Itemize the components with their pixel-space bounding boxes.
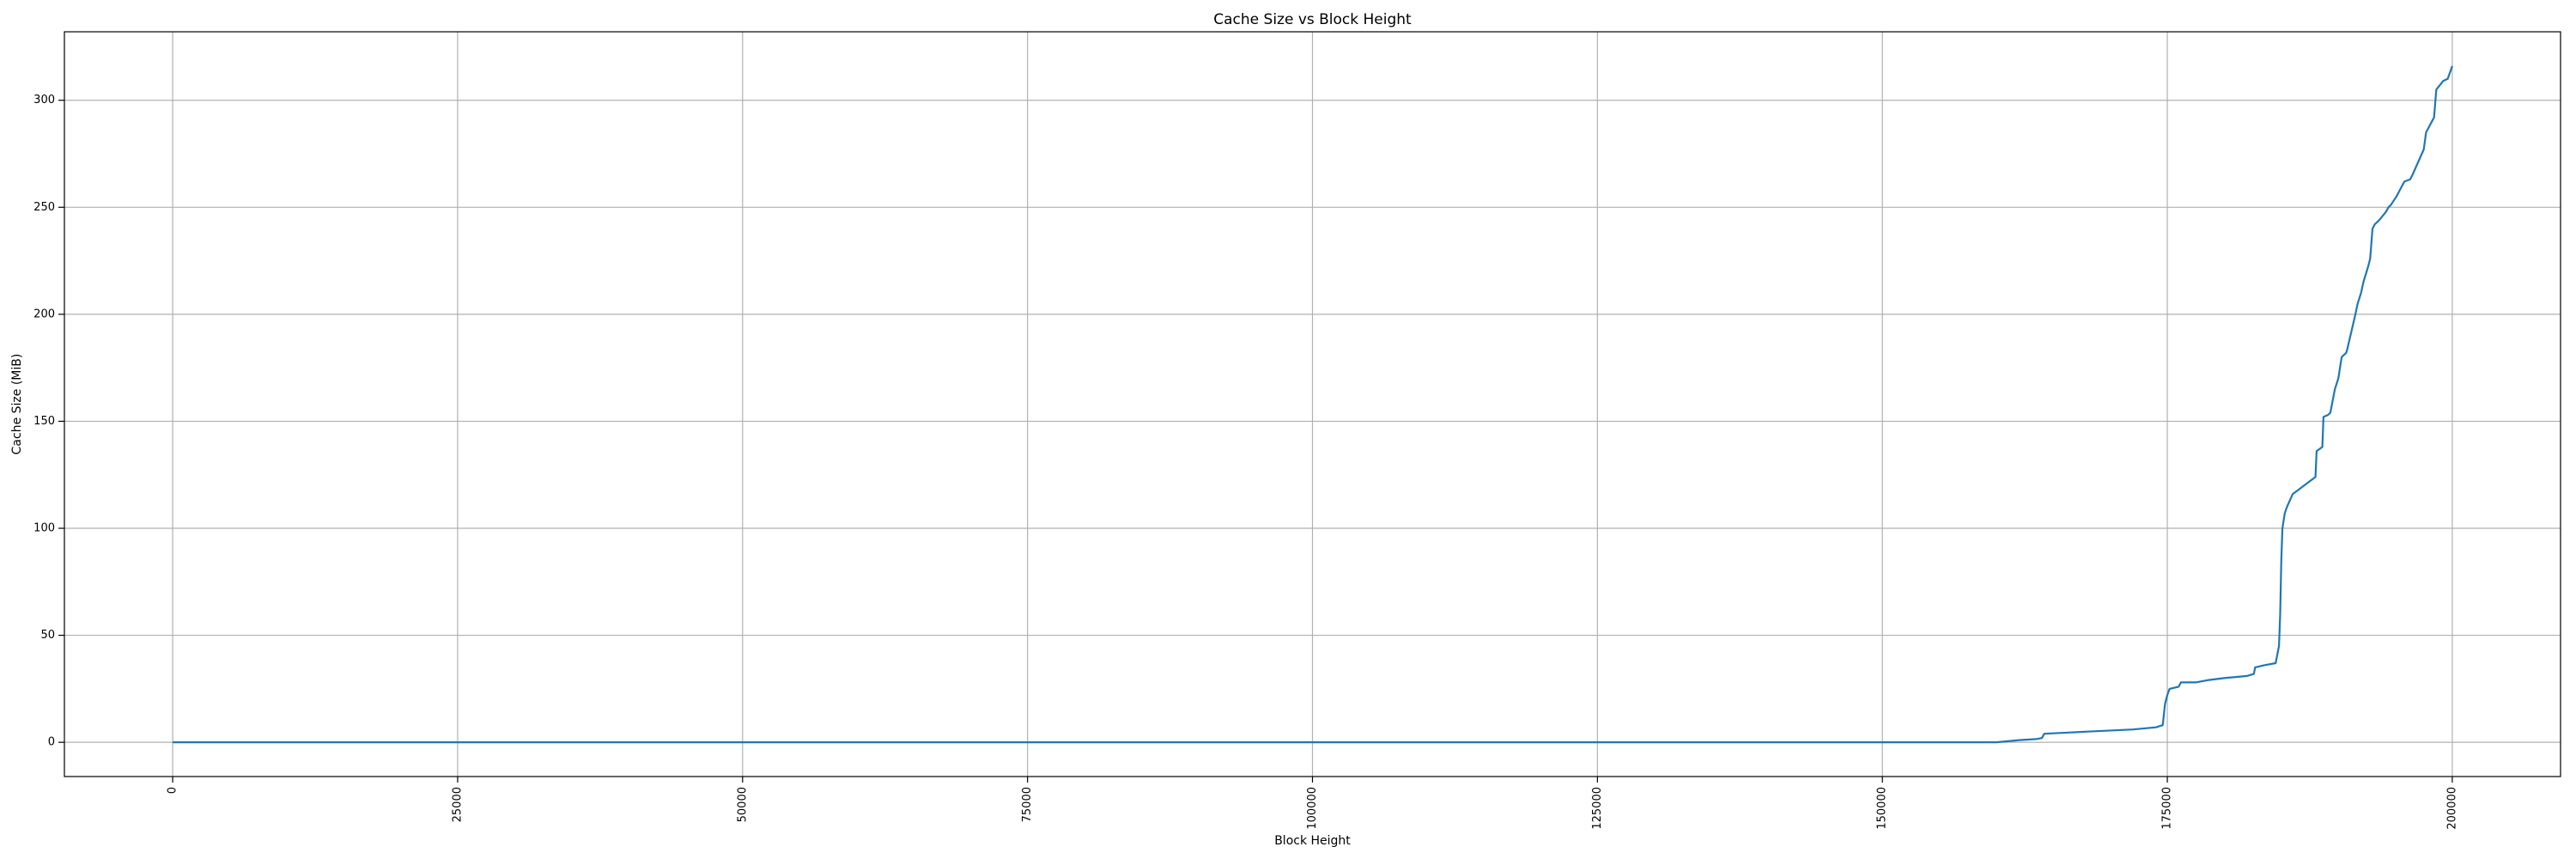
- x-tick-label: 75000: [1021, 787, 1034, 822]
- grid: [64, 32, 2561, 777]
- data-series-line: [173, 65, 2453, 744]
- x-tick-label: 200000: [2445, 787, 2458, 830]
- y-tick-label: 150: [33, 415, 55, 428]
- x-tick-label: 150000: [1876, 787, 1889, 830]
- y-axis: 0 50 100 150 200 250 300: [33, 94, 64, 749]
- y-tick-label: 50: [40, 629, 55, 642]
- y-tick-label: 100: [33, 522, 55, 535]
- x-tick-label: 0: [167, 787, 179, 794]
- x-axis: 0 25000 50000 75000 100000 125000 150000 175000…: [167, 777, 2458, 830]
- y-tick-label: 300: [33, 94, 55, 107]
- y-tick-label: 250: [33, 201, 55, 214]
- chart-title: Cache Size vs Block Height: [1213, 11, 1412, 28]
- x-tick-label: 125000: [1591, 787, 1604, 830]
- y-tick-label: 0: [48, 736, 55, 749]
- x-tick-label: 25000: [451, 787, 464, 822]
- x-tick-label: 175000: [2161, 787, 2174, 830]
- y-tick-label: 200: [33, 308, 55, 320]
- plot-area: [173, 65, 2453, 744]
- x-tick-label: 100000: [1306, 787, 1319, 830]
- x-tick-label: 50000: [736, 787, 749, 822]
- y-axis-label: Cache Size (MiB): [10, 354, 24, 455]
- x-axis-label: Block Height: [1274, 834, 1351, 848]
